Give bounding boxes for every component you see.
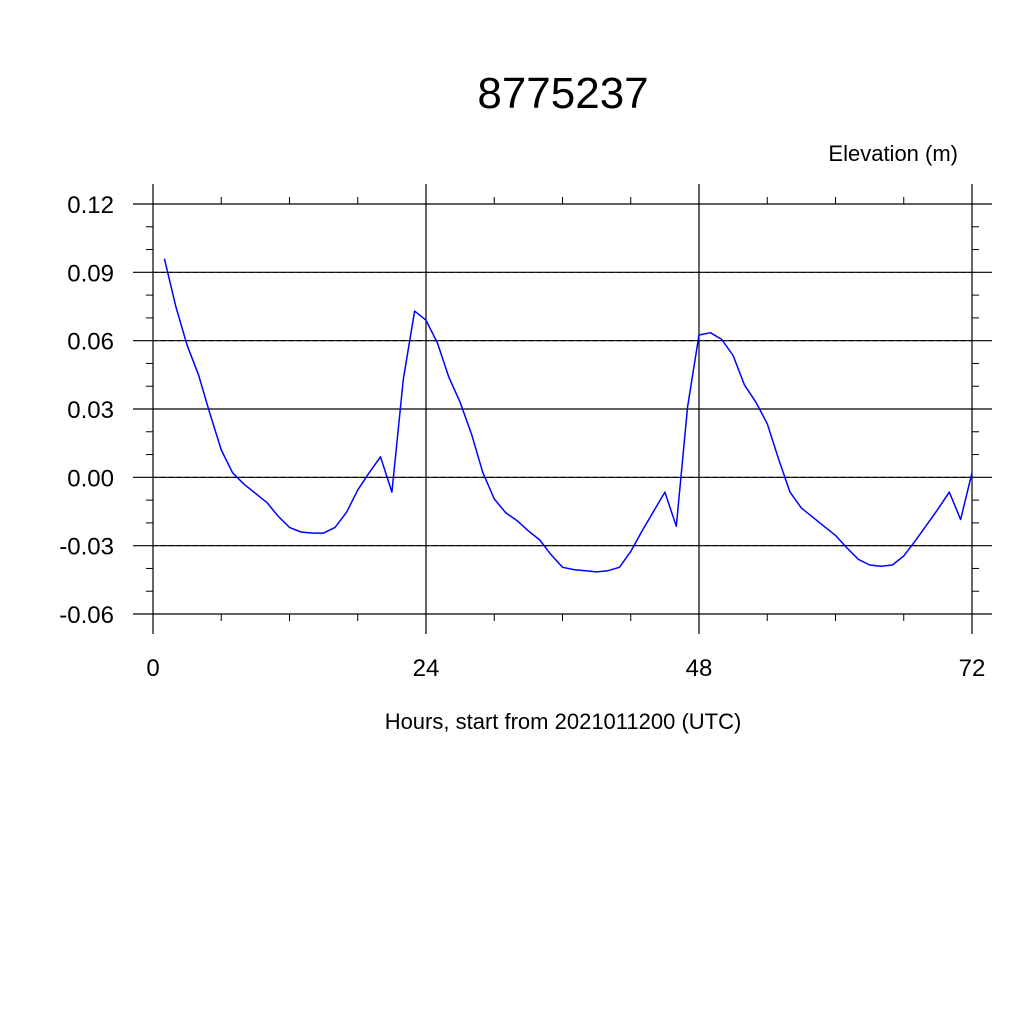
x-tick-label: 24 bbox=[413, 655, 440, 682]
x-tick-label: 48 bbox=[686, 655, 713, 682]
chart-title: 8775237 bbox=[477, 69, 648, 118]
series-line bbox=[163, 258, 973, 573]
y-tick-label: 0.09 bbox=[67, 260, 114, 287]
y-tick-label: 0.03 bbox=[67, 397, 114, 424]
y-tick-label: 0.00 bbox=[67, 465, 114, 492]
y-tick-label: 0.06 bbox=[67, 329, 114, 356]
y-tick-label: -0.06 bbox=[59, 602, 114, 629]
axes bbox=[133, 184, 992, 634]
x-tick-label: 0 bbox=[146, 655, 159, 682]
tick-labels: 0 24 48 72 -0.06 -0.03 0.00 0.03 0.06 0.09 0.12 bbox=[59, 192, 985, 682]
x-axis-label: Hours, start from 2021011200 (UTC) bbox=[385, 709, 742, 734]
y-tick-label: -0.03 bbox=[59, 534, 114, 561]
series-layer bbox=[163, 258, 973, 573]
y-axis-label: Elevation (m) bbox=[828, 141, 958, 166]
x-tick-label: 72 bbox=[959, 655, 986, 682]
y-tick-label: 0.12 bbox=[67, 192, 114, 219]
